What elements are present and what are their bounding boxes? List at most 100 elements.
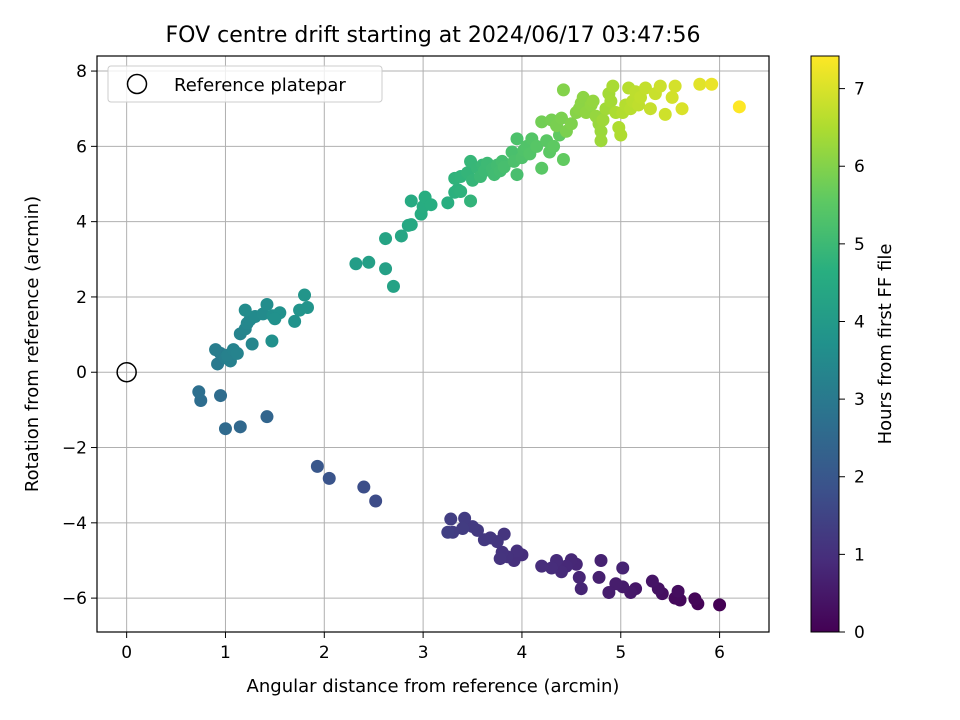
- y-tick-label: 6: [76, 137, 87, 157]
- data-point: [604, 94, 618, 108]
- data-point: [609, 577, 623, 591]
- data-point: [454, 185, 468, 199]
- data-point: [535, 161, 549, 175]
- data-point: [386, 279, 400, 293]
- data-point: [688, 592, 702, 606]
- data-point: [530, 139, 544, 153]
- x-tick-label: 4: [517, 643, 528, 663]
- data-point: [554, 111, 568, 125]
- data-point: [572, 570, 586, 584]
- data-point: [192, 385, 206, 399]
- colorbar: 0 1 2 3 4 5 6 7 Hours from first FF file: [810, 55, 896, 643]
- data-point: [545, 561, 559, 575]
- data-point: [645, 574, 659, 588]
- colorbar-tick-label: 0: [854, 623, 865, 643]
- data-point: [594, 134, 608, 148]
- data-point: [424, 198, 438, 212]
- colorbar-tick-label: 7: [854, 80, 865, 100]
- colorbar-ticks: 0 1 2 3 4 5 6 7: [839, 80, 865, 643]
- data-point: [732, 100, 746, 114]
- data-point: [369, 494, 383, 508]
- plot-frame: [96, 55, 770, 633]
- data-point: [265, 334, 279, 348]
- data-point: [357, 480, 371, 494]
- colorbar-tick-label: 2: [854, 468, 865, 488]
- data-point: [456, 521, 470, 535]
- data-point: [493, 552, 507, 566]
- data-point: [510, 544, 524, 558]
- y-tick-label: −6: [62, 589, 87, 609]
- data-point: [713, 598, 727, 612]
- data-point: [464, 194, 478, 208]
- y-axis-label: Rotation from reference (arcmin): [22, 196, 43, 492]
- data-point: [510, 168, 524, 182]
- chart-title: FOV centre drift starting at 2024/06/17 …: [166, 23, 701, 48]
- data-point: [668, 79, 682, 93]
- colorbar-gradient: [810, 55, 840, 633]
- data-point: [245, 337, 259, 351]
- data-point: [653, 79, 667, 93]
- y-tick-label: −2: [62, 439, 87, 459]
- data-point: [214, 389, 228, 403]
- data-point: [268, 312, 282, 326]
- data-point: [638, 81, 652, 95]
- data-point: [606, 79, 620, 93]
- data-point: [209, 343, 223, 357]
- legend-box: [107, 65, 383, 103]
- y-axis-ticks: −6 −4 −2 0 2 4 6 8: [62, 62, 97, 609]
- data-point: [441, 196, 455, 210]
- data-point: [441, 525, 455, 539]
- legend: Reference platepar: [107, 65, 383, 103]
- x-tick-label: 3: [418, 643, 429, 663]
- colorbar-tick-label: 3: [854, 390, 865, 410]
- data-point: [594, 553, 608, 567]
- y-tick-label: 8: [76, 62, 87, 82]
- x-tick-label: 0: [121, 643, 132, 663]
- data-point: [362, 255, 376, 269]
- data-point: [230, 346, 244, 360]
- data-points: [192, 77, 746, 612]
- data-point: [564, 117, 578, 131]
- data-point: [510, 132, 524, 146]
- colorbar-tick-label: 4: [854, 312, 865, 332]
- data-point: [238, 303, 252, 317]
- data-point: [288, 314, 302, 328]
- y-tick-label: 2: [76, 288, 87, 308]
- colorbar-tick-label: 1: [854, 545, 865, 565]
- data-point: [574, 582, 588, 596]
- data-point: [535, 115, 549, 129]
- data-point: [556, 153, 570, 167]
- data-point: [535, 559, 549, 573]
- data-point: [310, 459, 324, 473]
- x-tick-label: 2: [319, 643, 330, 663]
- data-point: [547, 139, 561, 153]
- data-point: [404, 218, 418, 232]
- data-point: [556, 83, 570, 97]
- data-point: [616, 561, 630, 575]
- grid-lines: [97, 56, 769, 632]
- y-tick-label: −4: [62, 514, 87, 534]
- data-point: [602, 585, 616, 599]
- colorbar-tick-label: 5: [854, 235, 865, 255]
- data-point: [298, 288, 312, 302]
- data-point: [643, 102, 657, 116]
- data-point: [671, 584, 685, 598]
- data-point: [477, 533, 491, 547]
- x-tick-label: 6: [714, 643, 725, 663]
- colorbar-tick-label: 6: [854, 157, 865, 177]
- data-point: [594, 124, 608, 138]
- data-point: [458, 511, 472, 525]
- data-point: [404, 194, 418, 208]
- data-point: [379, 232, 393, 246]
- data-point: [394, 229, 408, 243]
- data-point: [586, 94, 600, 108]
- data-point: [497, 160, 511, 174]
- data-point: [444, 512, 458, 526]
- data-point: [218, 422, 232, 436]
- data-point: [592, 570, 606, 584]
- y-tick-label: 0: [76, 363, 87, 383]
- reference-point-marker: [116, 361, 137, 383]
- data-point: [665, 90, 679, 104]
- colorbar-label: Hours from first FF file: [875, 244, 896, 445]
